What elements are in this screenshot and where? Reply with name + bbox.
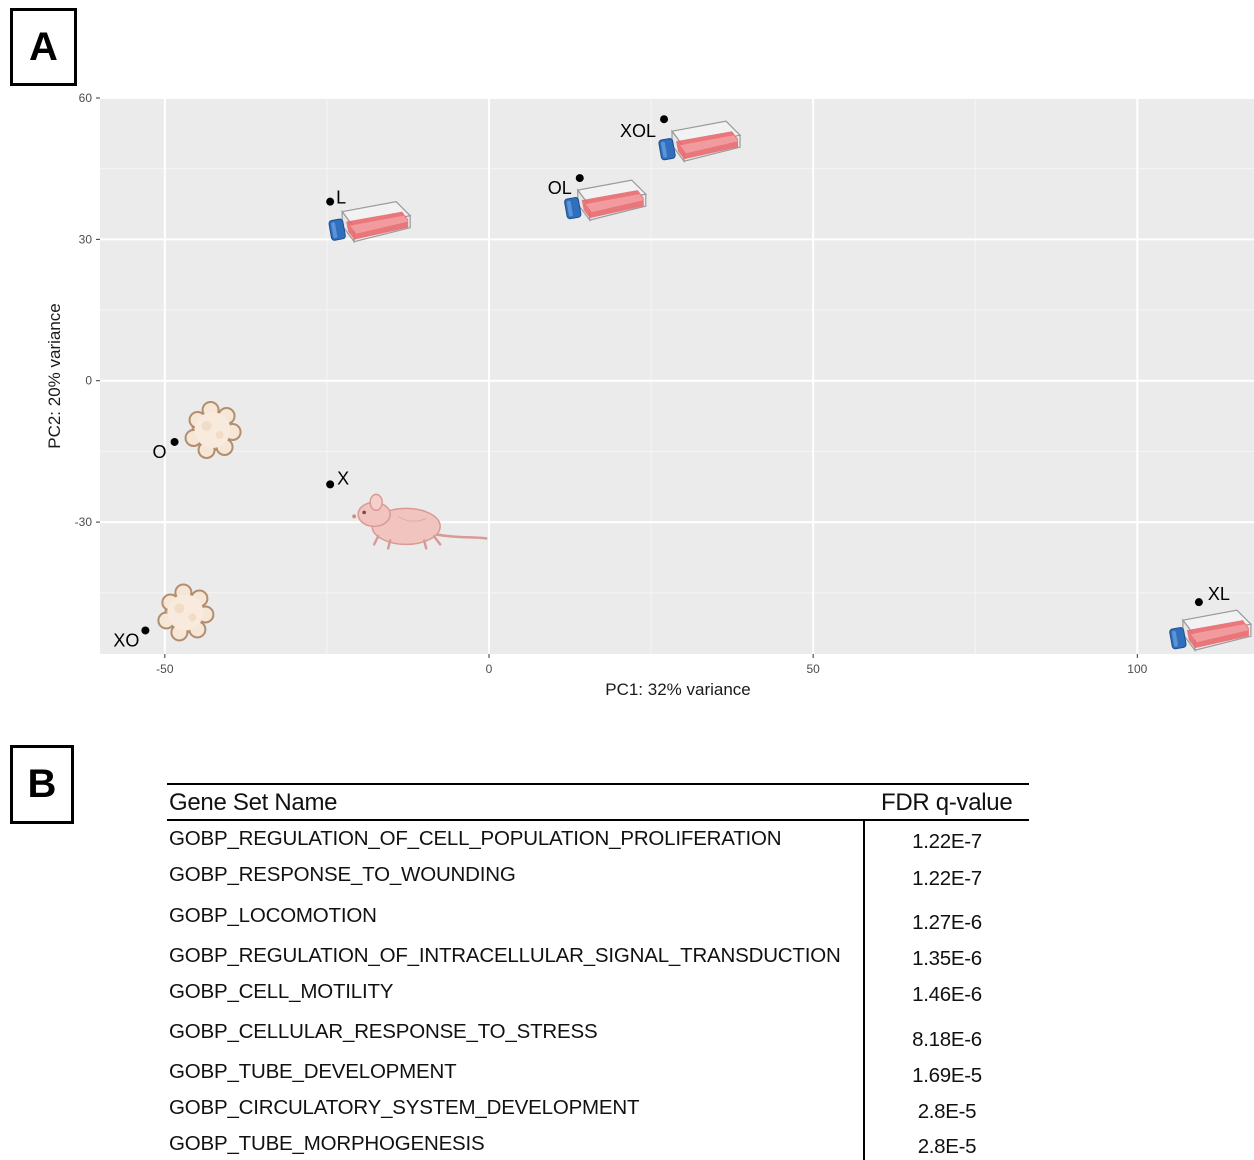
gene-set-name: GOBP_CIRCULATORY_SYSTEM_DEVELOPMENT (169, 1096, 640, 1119)
gene-set-name: GOBP_CELL_MOTILITY (169, 980, 394, 1003)
point-label-xo: XO (113, 630, 139, 650)
minor-gridlines (100, 98, 1254, 654)
point-label-l: L (336, 188, 346, 208)
table-top-rule (167, 783, 1029, 785)
data-point-xol (660, 115, 669, 124)
data-point-ol (575, 174, 584, 183)
y-tick-label: 60 (79, 91, 93, 105)
fdr-q-value: 1.46E-6 (912, 983, 982, 1006)
header-fdr-q-value: FDR q-value (881, 789, 1013, 816)
x-axis-title: PC1: 32% variance (605, 680, 751, 699)
fdr-q-value: 1.22E-7 (912, 830, 982, 853)
gene-set-name: GOBP_REGULATION_OF_CELL_POPULATION_PROLI… (169, 827, 782, 850)
data-points: XOL OL L O X XO XL (113, 115, 1230, 650)
table-column-divider (863, 820, 865, 1160)
gene-set-name: GOBP_REGULATION_OF_INTRACELLULAR_SIGNAL_… (169, 944, 841, 967)
panel-label-a: A (10, 8, 77, 86)
point-label-o: O (153, 442, 167, 462)
major-gridlines (100, 97, 1254, 654)
fdr-q-value: 1.69E-5 (912, 1064, 982, 1087)
y-tick-label: 0 (85, 374, 92, 388)
x-tick-label: 50 (806, 662, 820, 676)
y-axis-title: PC2: 20% variance (45, 303, 64, 449)
x-tick-label: -50 (156, 662, 174, 676)
point-label-xl: XL (1208, 584, 1230, 604)
y-tick-label: -30 (75, 515, 93, 529)
gene-set-name: GOBP_TUBE_DEVELOPMENT (169, 1060, 457, 1083)
x-tick-label: 0 (486, 662, 493, 676)
data-point-l (326, 197, 335, 206)
axis-ticks: -50 0 50 100 60 30 0 -30 (75, 91, 1148, 676)
fdr-q-value: 8.18E-6 (912, 1028, 982, 1051)
y-tick-label: 30 (79, 232, 93, 246)
table-header-rule (167, 819, 865, 821)
plot-background (100, 98, 1254, 654)
data-point-x (326, 480, 335, 489)
fdr-q-value: 2.8E-5 (917, 1100, 977, 1123)
fdr-q-value: 1.22E-7 (912, 867, 982, 890)
fdr-q-value: 1.27E-6 (912, 911, 982, 934)
data-point-xo (141, 626, 150, 635)
panel-label-b: B (10, 745, 74, 824)
gene-set-name: GOBP_CELLULAR_RESPONSE_TO_STRESS (169, 1020, 598, 1043)
point-label-x: X (337, 468, 349, 488)
gene-set-name: GOBP_RESPONSE_TO_WOUNDING (169, 863, 516, 886)
data-point-o (170, 437, 179, 446)
point-label-xol: XOL (620, 121, 656, 141)
gene-set-name: GOBP_LOCOMOTION (169, 904, 377, 927)
data-point-xl (1194, 598, 1203, 607)
table-header-rule-right (865, 819, 1029, 821)
x-tick-label: 100 (1127, 662, 1147, 676)
pca-chart: -50 0 50 100 60 30 0 -30 XOL OL L O X XO XL PC1: 32% … (45, 91, 1254, 699)
header-gene-set-name: Gene Set Name (169, 789, 338, 816)
gene-set-name: GOBP_TUBE_MORPHOGENESIS (169, 1132, 485, 1155)
point-label-ol: OL (548, 178, 572, 198)
fdr-q-value: 2.8E-5 (917, 1135, 977, 1158)
fdr-q-value: 1.35E-6 (912, 947, 982, 970)
